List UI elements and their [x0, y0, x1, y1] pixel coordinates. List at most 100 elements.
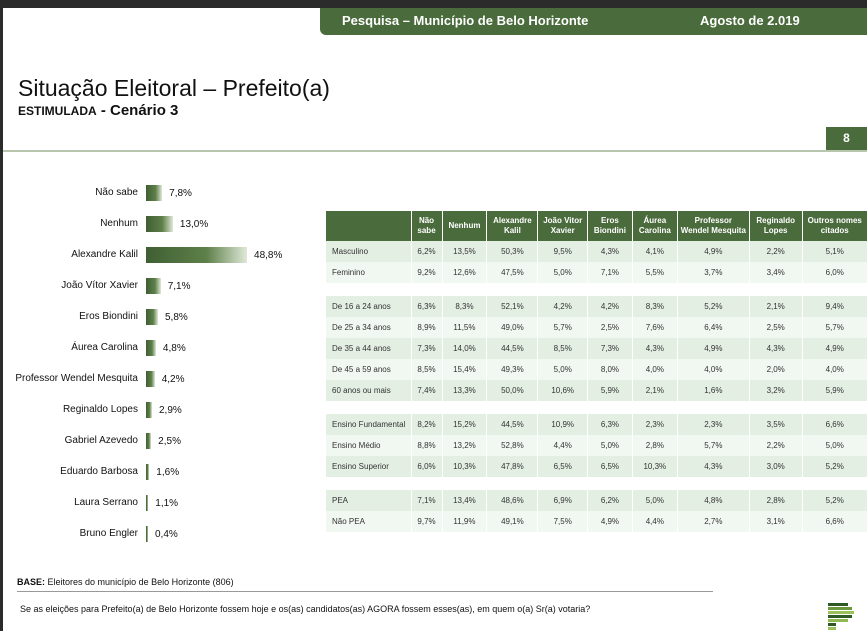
table-cell: 4,0% — [631, 359, 678, 380]
table-cell: 4,3% — [586, 241, 633, 262]
page-number: 8 — [826, 127, 867, 150]
bar-label: Eros Biondini — [79, 311, 138, 322]
row-label: De 25 a 34 anos — [325, 317, 412, 338]
table-row: De 35 a 44 anos 7,3% 14,0% 44,5% 8,5% 7,3% 4,3… — [325, 338, 867, 359]
table-cell: 8,8% — [410, 435, 442, 456]
table-row: De 45 a 59 anos 8,5% 15,4% 49,3% 5,0% 8,0% 4,0… — [325, 359, 867, 380]
bar — [146, 526, 148, 542]
table-cell: 15,4% — [441, 359, 487, 380]
table-cell: 2,2% — [748, 241, 802, 262]
table-cell: 11,9% — [441, 511, 487, 532]
table-cell: 50,0% — [486, 380, 538, 401]
table-cell: 4,9% — [676, 241, 750, 262]
table-cell: 13,5% — [441, 241, 487, 262]
table-cell: 2,8% — [631, 435, 678, 456]
slide: Pesquisa – Município de Belo Horizonte A… — [3, 8, 867, 631]
table-cell: 48,6% — [486, 490, 538, 511]
table-cell: 7,5% — [537, 511, 588, 532]
table-cell: 7,6% — [631, 317, 678, 338]
column-header: Nenhum — [441, 211, 487, 241]
bar-label: Reginaldo Lopes — [62, 404, 138, 415]
table-cell: 9,4% — [801, 296, 867, 317]
table-cell: 15,2% — [441, 414, 487, 435]
table-cell: 2,3% — [676, 414, 750, 435]
table-cell: 6,2% — [586, 490, 633, 511]
table-cell: 4,4% — [631, 511, 678, 532]
table-cell: 5,9% — [801, 380, 867, 401]
table-cell: 49,1% — [486, 511, 538, 532]
column-header: João Vitor Xavier — [537, 211, 588, 241]
table-cell: 10,3% — [441, 456, 487, 477]
table-cell: 3,5% — [748, 414, 802, 435]
base-note: BASE: Eleitores do município de Belo Hor… — [17, 577, 234, 587]
row-label: De 35 a 44 anos — [325, 338, 412, 359]
table-cell: 2,5% — [748, 317, 802, 338]
subtitle-type: ESTIMULADA — [18, 104, 97, 118]
table-cell: 7,3% — [586, 338, 633, 359]
table-cell: 47,8% — [486, 456, 538, 477]
column-header: Outros nomes citados — [801, 211, 867, 241]
table-cell: 6,0% — [410, 456, 442, 477]
table-cell: 7,1% — [410, 490, 442, 511]
bar-value-label: 1,6% — [156, 467, 180, 478]
table-row: Masculino 6,2% 13,5% 50,3% 9,5% 4,3% 4,1% 4,9% 2… — [325, 241, 867, 262]
column-header: Não sabe — [410, 211, 442, 241]
table-cell: 8,3% — [631, 296, 678, 317]
table-cell: 44,5% — [486, 414, 538, 435]
table-row: Ensino Médio 8,8% 13,2% 52,8% 4,4% 5,0% 2,8% 5,… — [325, 435, 867, 456]
row-label: De 16 a 24 anos — [325, 296, 412, 317]
bar-label: João Vítor Xavier — [61, 280, 138, 291]
subtitle-scenario: - Cenário 3 — [100, 102, 179, 119]
row-label: De 45 a 59 anos — [325, 359, 412, 380]
table-header-row: Não sabe Nenhum Alexandre Kalil João Vitor … — [325, 211, 867, 241]
bar — [146, 433, 152, 449]
crosstab-table: Não sabe Nenhum Alexandre Kalil João Vitor … — [325, 211, 867, 532]
bar-value-label: 5,8% — [165, 312, 188, 323]
row-label: Feminino — [325, 262, 412, 283]
table-cell: 5,9% — [586, 380, 633, 401]
bar — [146, 309, 158, 325]
table-cell: 5,7% — [537, 317, 588, 338]
table-cell: 4,0% — [801, 359, 867, 380]
table-cell: 9,7% — [410, 511, 442, 532]
table-cell: 10,6% — [537, 380, 588, 401]
table-cell: 5,1% — [801, 241, 867, 262]
table-cell: 44,5% — [486, 338, 538, 359]
bar-value-label: 4,2% — [161, 374, 185, 385]
table-cell: 8,0% — [586, 359, 633, 380]
table-cell: 2,1% — [631, 380, 678, 401]
table-cell: 5,0% — [801, 435, 867, 456]
table-cell: 2,0% — [748, 359, 802, 380]
survey-question: Se as eleições para Prefeito(a) de Belo … — [20, 604, 591, 614]
table-row: Ensino Superior 6,0% 10,3% 47,8% 6,5% 6,5% 10,… — [325, 456, 867, 477]
table-cell: 3,0% — [748, 456, 802, 477]
table-cell: 6,5% — [537, 456, 588, 477]
group-spacer — [325, 283, 867, 296]
table-cell: 2,8% — [748, 490, 802, 511]
table-row: De 16 a 24 anos 6,3% 8,3% 52,1% 4,2% 4,2% 8,3%… — [325, 296, 867, 317]
table-cell: 52,1% — [486, 296, 538, 317]
bar-label: Não sabe — [95, 187, 138, 198]
table-cell: 8,3% — [441, 296, 487, 317]
table-cell: 1,6% — [676, 380, 750, 401]
survey-date: Agosto de 2.019 — [700, 13, 800, 28]
bar-value-label: 13,0% — [179, 219, 209, 230]
page-title: Situação Eleitoral – Prefeito(a) — [18, 75, 330, 101]
bar-label: Professor Wendel Mesquita — [15, 373, 138, 384]
table-cell: 6,3% — [586, 414, 633, 435]
bar — [146, 216, 173, 232]
bar-value-label: 4,8% — [162, 343, 186, 354]
table-cell: 10,9% — [537, 414, 588, 435]
group-spacer — [325, 477, 867, 490]
table-cell: 4,1% — [631, 241, 678, 262]
table-cell: 3,1% — [748, 511, 802, 532]
page-subtitle: ESTIMULADA - Cenário 3 — [18, 102, 178, 119]
row-label: Ensino Médio — [325, 435, 412, 456]
table-cell: 7,1% — [586, 262, 633, 283]
survey-title: Pesquisa – Município de Belo Horizonte — [342, 13, 589, 28]
table-cell: 13,4% — [441, 490, 487, 511]
group-spacer — [325, 401, 867, 414]
table-cell: 5,7% — [676, 435, 750, 456]
column-header: Professor Wendel Mesquita — [676, 211, 750, 241]
bar-value-label: 7,1% — [167, 281, 191, 292]
